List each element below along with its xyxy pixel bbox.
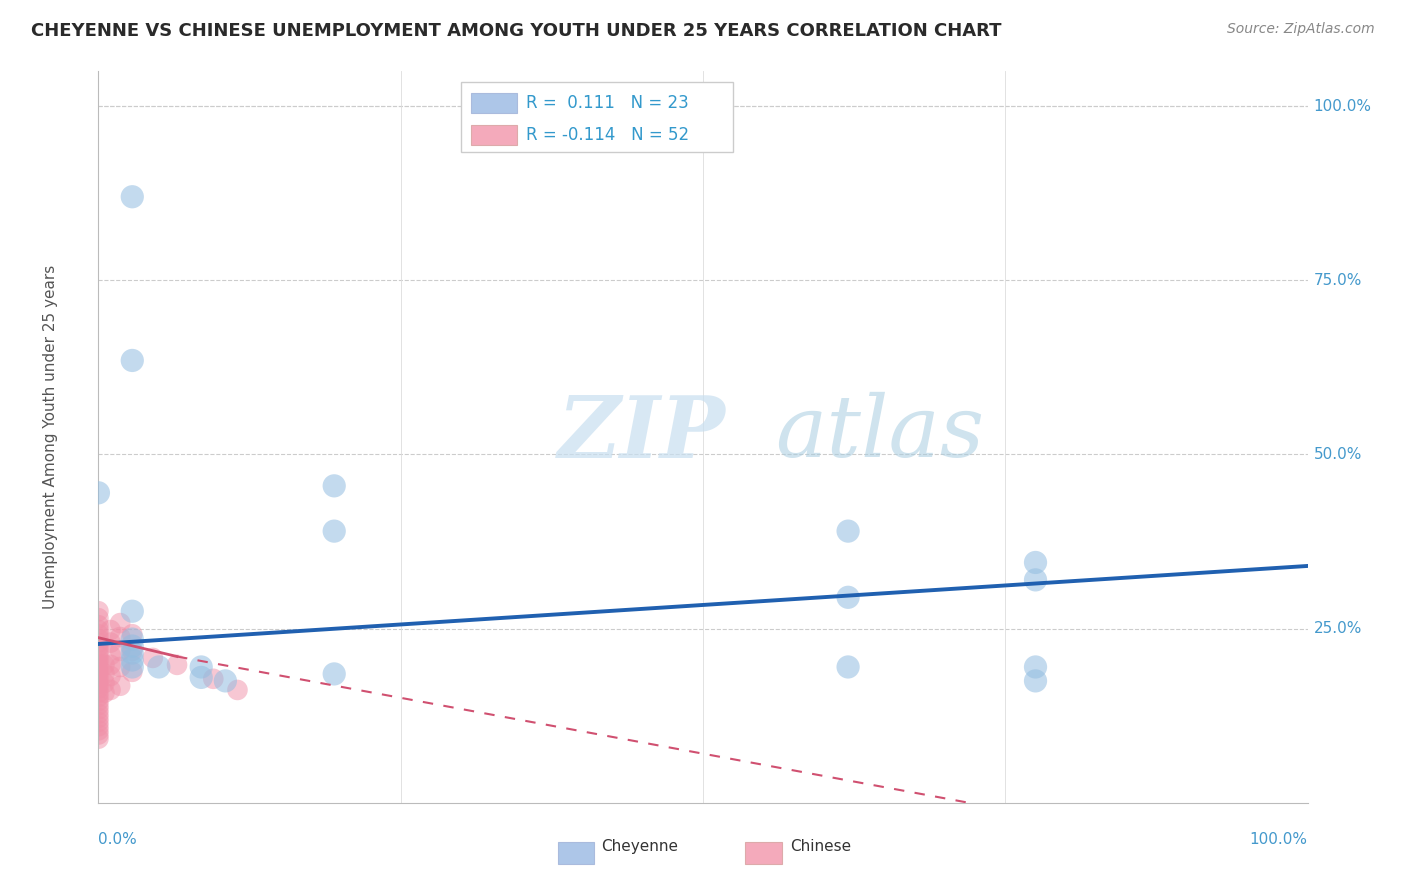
Point	[121, 644, 143, 658]
FancyBboxPatch shape	[471, 93, 517, 113]
Point	[121, 632, 143, 646]
Point	[87, 694, 110, 708]
Point	[121, 353, 143, 368]
Text: 50.0%: 50.0%	[1313, 447, 1362, 462]
Text: CHEYENNE VS CHINESE UNEMPLOYMENT AMONG YOUTH UNDER 25 YEARS CORRELATION CHART: CHEYENNE VS CHINESE UNEMPLOYMENT AMONG Y…	[31, 22, 1001, 40]
Point	[202, 672, 225, 686]
Point	[108, 644, 131, 658]
Point	[87, 690, 110, 704]
Point	[87, 627, 110, 641]
Point	[87, 706, 110, 721]
FancyBboxPatch shape	[461, 82, 734, 152]
Point	[87, 698, 110, 713]
Point	[87, 723, 110, 738]
Point	[121, 190, 143, 204]
Point	[323, 524, 346, 538]
Point	[87, 665, 110, 679]
Point	[142, 651, 165, 665]
Point	[108, 616, 131, 631]
Point	[87, 669, 110, 683]
Text: 0.0%: 0.0%	[98, 832, 138, 847]
Point	[87, 632, 110, 646]
Point	[190, 660, 212, 674]
Point	[108, 679, 131, 693]
Point	[148, 660, 170, 674]
Point	[837, 660, 859, 674]
Point	[87, 604, 110, 618]
Point	[93, 686, 115, 700]
Point	[93, 657, 115, 672]
Point	[100, 657, 122, 672]
Point	[87, 618, 110, 632]
Point	[108, 660, 131, 674]
Text: 75.0%: 75.0%	[1313, 273, 1362, 288]
Point	[1024, 673, 1046, 688]
Point	[87, 648, 110, 662]
Point	[87, 485, 110, 500]
Text: Source: ZipAtlas.com: Source: ZipAtlas.com	[1227, 22, 1375, 37]
Text: ZIP: ZIP	[558, 392, 725, 475]
Point	[87, 727, 110, 741]
Point	[837, 524, 859, 538]
Point	[214, 673, 236, 688]
Point	[87, 686, 110, 700]
Point	[121, 660, 143, 674]
Text: R =  0.111   N = 23: R = 0.111 N = 23	[526, 94, 689, 112]
Point	[1024, 573, 1046, 587]
Point	[166, 657, 188, 672]
Point	[323, 667, 346, 681]
Point	[1024, 556, 1046, 570]
Point	[190, 670, 212, 684]
Point	[93, 667, 115, 681]
Point	[87, 673, 110, 688]
Text: Cheyenne: Cheyenne	[602, 839, 679, 855]
Point	[87, 644, 110, 658]
Point	[87, 657, 110, 671]
Point	[837, 591, 859, 605]
Point	[87, 635, 110, 649]
Text: R = -0.114   N = 52: R = -0.114 N = 52	[526, 126, 689, 144]
Text: Unemployment Among Youth under 25 years: Unemployment Among Youth under 25 years	[42, 265, 58, 609]
Point	[87, 702, 110, 716]
Point	[1024, 660, 1046, 674]
Point	[100, 669, 122, 683]
Point	[87, 731, 110, 746]
Point	[121, 665, 143, 679]
Point	[121, 604, 143, 618]
Point	[87, 660, 110, 674]
Text: atlas: atlas	[776, 392, 984, 475]
Point	[87, 719, 110, 733]
Point	[121, 627, 143, 641]
Point	[87, 611, 110, 625]
Text: 100.0%: 100.0%	[1250, 832, 1308, 847]
Point	[108, 630, 131, 644]
Point	[87, 681, 110, 696]
Point	[323, 479, 346, 493]
Point	[121, 646, 143, 660]
Point	[87, 640, 110, 654]
Text: Chinese: Chinese	[790, 839, 851, 855]
Point	[100, 635, 122, 649]
Point	[121, 653, 143, 667]
Point	[87, 714, 110, 729]
Point	[226, 682, 249, 697]
Point	[87, 677, 110, 691]
Text: 25.0%: 25.0%	[1313, 621, 1362, 636]
FancyBboxPatch shape	[471, 125, 517, 145]
Point	[100, 623, 122, 637]
FancyBboxPatch shape	[745, 841, 782, 863]
Point	[87, 623, 110, 637]
FancyBboxPatch shape	[558, 841, 595, 863]
Point	[87, 711, 110, 725]
Text: 100.0%: 100.0%	[1313, 99, 1372, 113]
Point	[93, 676, 115, 690]
Point	[100, 648, 122, 662]
Point	[100, 682, 122, 697]
Point	[121, 639, 143, 653]
Point	[87, 652, 110, 666]
